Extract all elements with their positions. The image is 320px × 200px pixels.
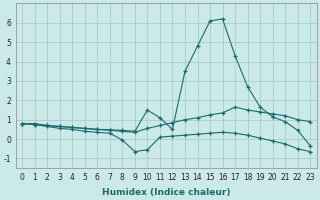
X-axis label: Humidex (Indice chaleur): Humidex (Indice chaleur) (102, 188, 230, 197)
